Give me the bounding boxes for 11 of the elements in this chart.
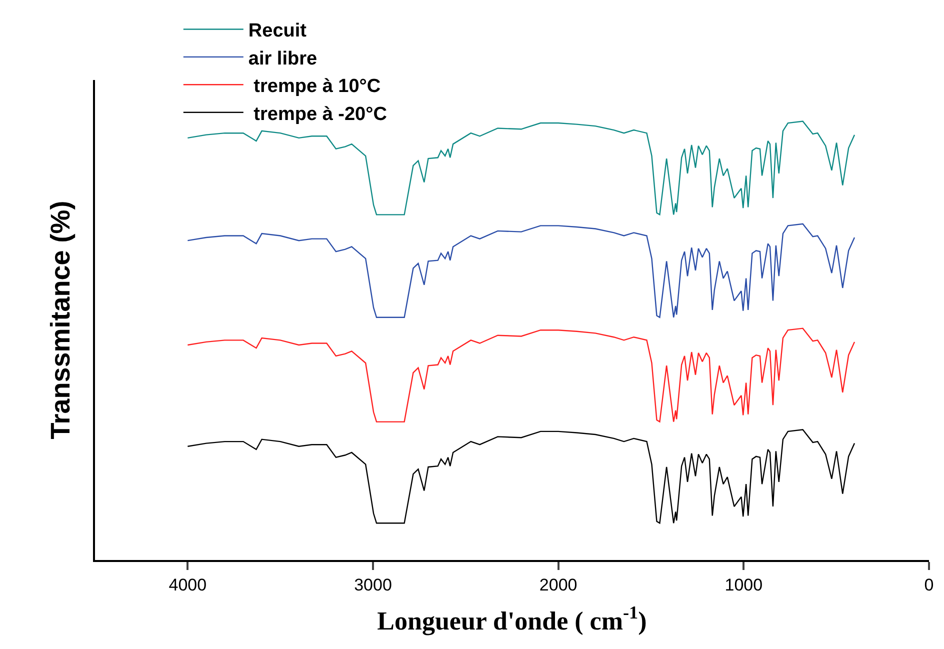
legend-label: trempe à -20°C xyxy=(248,104,388,125)
x-tick-label: 1000 xyxy=(724,575,763,594)
x-tick-label: 3000 xyxy=(354,575,392,594)
legend-label: trempe à 10°C xyxy=(248,76,381,98)
y-axis-title: Transsmitance (%) xyxy=(46,200,76,440)
x-tick-label: 4000 xyxy=(168,575,207,594)
legend-label: Recuit xyxy=(248,20,308,42)
legend-label: air libre xyxy=(248,48,318,70)
x-axis-title: Longueur d'onde ( cm$^{-1}$) xyxy=(377,602,647,636)
x-tick-label: 0 xyxy=(924,575,934,594)
x-tick-label: 2000 xyxy=(539,575,578,594)
